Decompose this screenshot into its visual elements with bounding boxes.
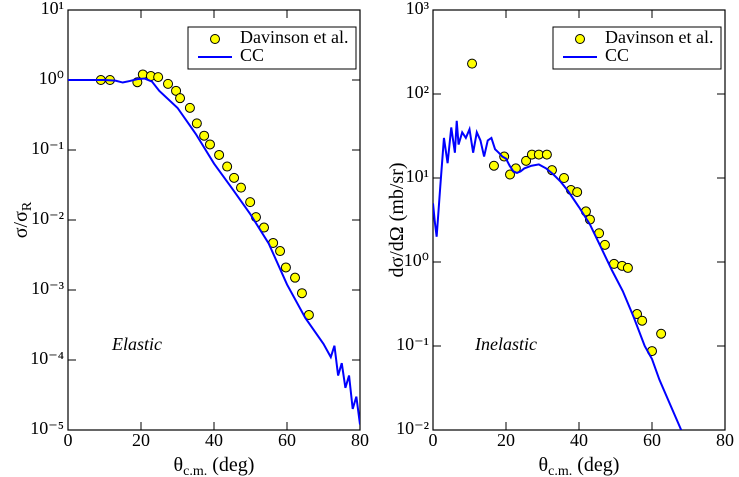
data-point bbox=[184, 102, 195, 113]
y-tick-label: 10¹ bbox=[41, 0, 64, 18]
data-point bbox=[229, 172, 240, 183]
y-axis-label-part: dσ/dΩ (mb/sr) bbox=[386, 162, 408, 277]
y-tick-label: 10⁻³ bbox=[31, 278, 65, 298]
data-point bbox=[541, 149, 552, 160]
line-series bbox=[68, 77, 360, 425]
plot-frame bbox=[432, 9, 726, 431]
data-point bbox=[622, 262, 633, 273]
y-axis-label: dσ/dΩ (mb/sr) bbox=[386, 162, 408, 277]
legend-box bbox=[187, 26, 357, 70]
y-axis-label-part: σ/σ bbox=[10, 211, 32, 238]
data-point bbox=[245, 197, 256, 208]
x-axis-label-part: θ bbox=[539, 454, 549, 476]
data-point bbox=[280, 262, 291, 273]
x-axis-label-part: (deg) bbox=[207, 454, 254, 476]
data-point bbox=[488, 160, 499, 171]
data-point bbox=[191, 118, 202, 129]
x-axis-label-part: θ bbox=[174, 454, 184, 476]
panel: 0 20 40 60 80 10¹ 10⁰ 10⁻¹ 10⁻² 10⁻³ 10⁻⁴ 10⁻⁵ θc.m.… bbox=[10, 0, 369, 477]
y-tick-label: 10⁻¹ bbox=[396, 334, 429, 354]
x-axis-label: θc.m. (deg) bbox=[174, 454, 255, 477]
plot-frame bbox=[67, 9, 361, 431]
y-tick-label: 10¹ bbox=[406, 166, 429, 186]
annotation: Elastic bbox=[111, 334, 162, 354]
y-tick-label: 10² bbox=[406, 82, 429, 102]
data-point bbox=[137, 69, 148, 80]
data-point bbox=[296, 288, 307, 299]
data-point bbox=[163, 78, 174, 89]
data-point bbox=[572, 187, 583, 198]
y-tick-label: 10⁻⁵ bbox=[30, 418, 64, 438]
data-point bbox=[214, 149, 225, 160]
data-point bbox=[637, 315, 648, 326]
panel: 0 20 40 60 80 10³ 10² 10¹ 10⁰ 10⁻¹ 10⁻² θc.m. (deg)… bbox=[386, 0, 734, 477]
x-tick-label: 80 bbox=[351, 430, 369, 450]
legend-swatch bbox=[210, 34, 220, 44]
data-point bbox=[236, 182, 247, 193]
annotation: Inelastic bbox=[474, 334, 537, 354]
legend-box bbox=[552, 26, 722, 70]
line-series bbox=[433, 120, 683, 430]
data-point bbox=[656, 328, 667, 339]
x-tick-label: 0 bbox=[429, 430, 438, 450]
data-point bbox=[467, 58, 478, 69]
y-tick-label: 10⁻⁴ bbox=[30, 348, 64, 368]
y-axis-label-sub: R bbox=[20, 201, 35, 211]
data-point bbox=[521, 155, 532, 166]
y-axis-label: σ/σR bbox=[10, 201, 36, 238]
x-axis-label-sub: c.m. bbox=[183, 464, 207, 477]
x-axis-label-sub: c.m. bbox=[548, 464, 572, 477]
data-point bbox=[275, 246, 286, 257]
x-tick-label: 40 bbox=[570, 430, 588, 450]
legend-label: CC bbox=[605, 45, 629, 65]
x-axis-label-part: (deg) bbox=[572, 454, 619, 476]
data-point bbox=[199, 130, 210, 141]
legend-label: CC bbox=[240, 45, 264, 65]
y-tick-label: 10⁻² bbox=[396, 418, 429, 438]
data-point bbox=[204, 139, 215, 150]
data-point bbox=[153, 72, 164, 83]
x-axis-label: θc.m. (deg) bbox=[539, 454, 620, 477]
x-tick-label: 20 bbox=[497, 430, 515, 450]
legend-swatch bbox=[575, 34, 585, 44]
data-point bbox=[505, 169, 516, 180]
x-tick-label: 60 bbox=[643, 430, 661, 450]
x-tick-label: 80 bbox=[716, 430, 734, 450]
x-tick-label: 0 bbox=[64, 430, 73, 450]
y-tick-label: 10⁰ bbox=[404, 250, 429, 270]
x-tick-label: 40 bbox=[205, 430, 223, 450]
y-tick-label: 10⁻¹ bbox=[31, 138, 64, 158]
y-tick-label: 10³ bbox=[406, 0, 430, 18]
legend-label: Davinson et al. bbox=[240, 27, 348, 47]
data-point bbox=[559, 173, 570, 183]
legend-label: Davinson et al. bbox=[605, 27, 713, 47]
x-tick-label: 60 bbox=[278, 430, 296, 450]
data-point bbox=[290, 272, 301, 283]
data-point bbox=[222, 161, 233, 172]
data-point bbox=[175, 93, 186, 104]
x-tick-label: 20 bbox=[132, 430, 150, 450]
y-tick-label: 10⁰ bbox=[39, 68, 64, 88]
y-tick-label: 10⁻² bbox=[31, 208, 64, 228]
